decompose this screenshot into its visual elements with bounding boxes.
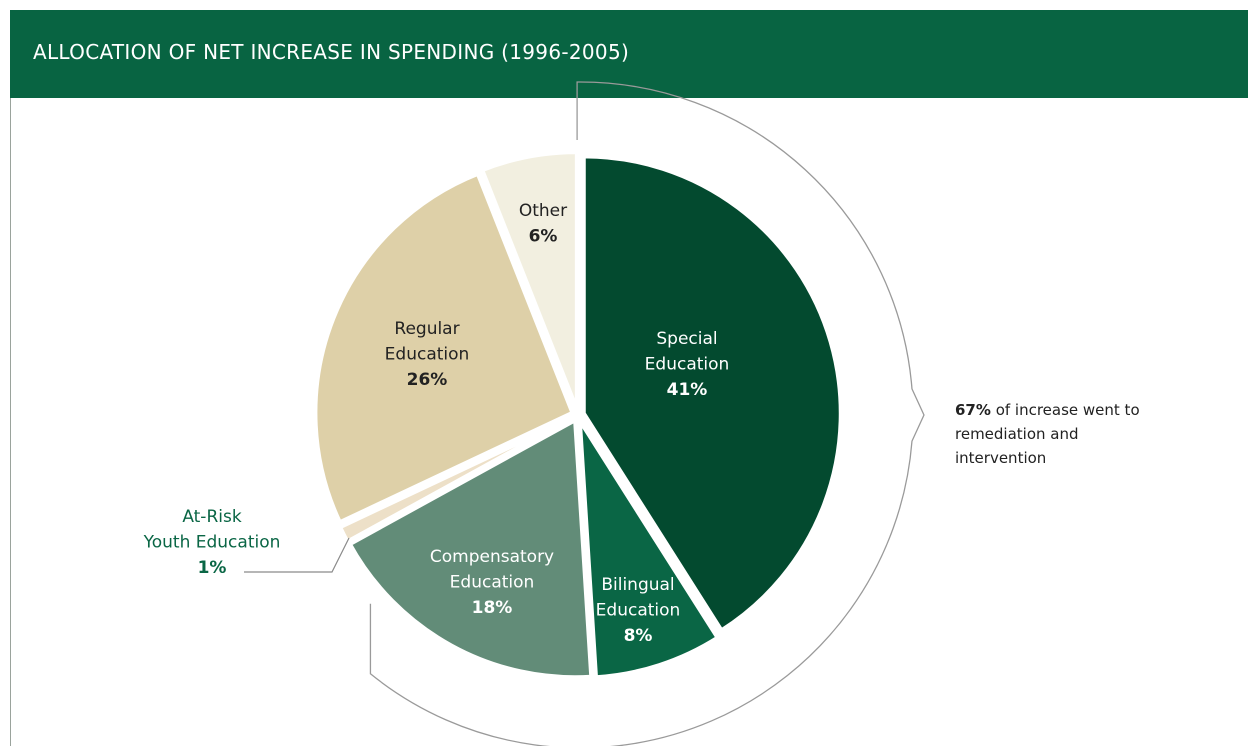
chart-panel	[10, 10, 1248, 746]
slice-label-1: Bilingual Education 8%	[596, 575, 681, 646]
pie-slice-0	[581, 154, 843, 634]
slice-label-line-4: Regular	[394, 319, 459, 339]
slice-label-4: Regular Education 26%	[385, 319, 470, 390]
slice-label-0: Special Education 41%	[645, 329, 730, 400]
slice-label-line-3: Youth Education	[143, 533, 281, 553]
slice-label-line-5: Other	[519, 201, 567, 221]
pie-slice-1	[577, 419, 721, 680]
callout-percent: 67%	[955, 401, 991, 419]
leader-line	[244, 537, 350, 573]
slice-value-1: 8%	[624, 626, 653, 646]
slice-label-line-3: At-Risk	[182, 507, 242, 527]
pie-slice-4	[313, 171, 575, 525]
slice-value-3: 1%	[198, 558, 227, 578]
slice-label-2: Compensatory Education 18%	[430, 547, 554, 618]
bracket-arc	[369, 81, 925, 746]
slice-value-2: 18%	[472, 598, 513, 618]
pie-slice-5	[479, 150, 579, 410]
title-banner: ALLOCATION OF NET INCREASE IN SPENDING (…	[10, 10, 1248, 98]
callout-text: of increase went to remediation and inte…	[955, 401, 1140, 467]
slice-label-line-0: Special	[656, 329, 717, 349]
slice-value-4: 26%	[407, 370, 448, 390]
slice-value-5: 6%	[529, 227, 558, 247]
slice-label-line-4: Education	[385, 345, 470, 365]
bracket-callout: 67% of increase went to remediation and …	[955, 398, 1155, 470]
slice-label-line-0: Education	[645, 355, 730, 375]
pie-slice-2	[347, 416, 594, 680]
slice-label-line-1: Bilingual	[601, 575, 674, 595]
slice-label-line-1: Education	[596, 601, 681, 621]
slice-label-5: Other 6%	[519, 201, 567, 247]
slice-label-line-2: Education	[450, 573, 535, 593]
slice-label-line-2: Compensatory	[430, 547, 554, 567]
slice-label-3: At-Risk Youth Education 1%	[143, 507, 281, 578]
chart-title: ALLOCATION OF NET INCREASE IN SPENDING (…	[33, 40, 630, 64]
slice-value-0: 41%	[667, 380, 708, 400]
